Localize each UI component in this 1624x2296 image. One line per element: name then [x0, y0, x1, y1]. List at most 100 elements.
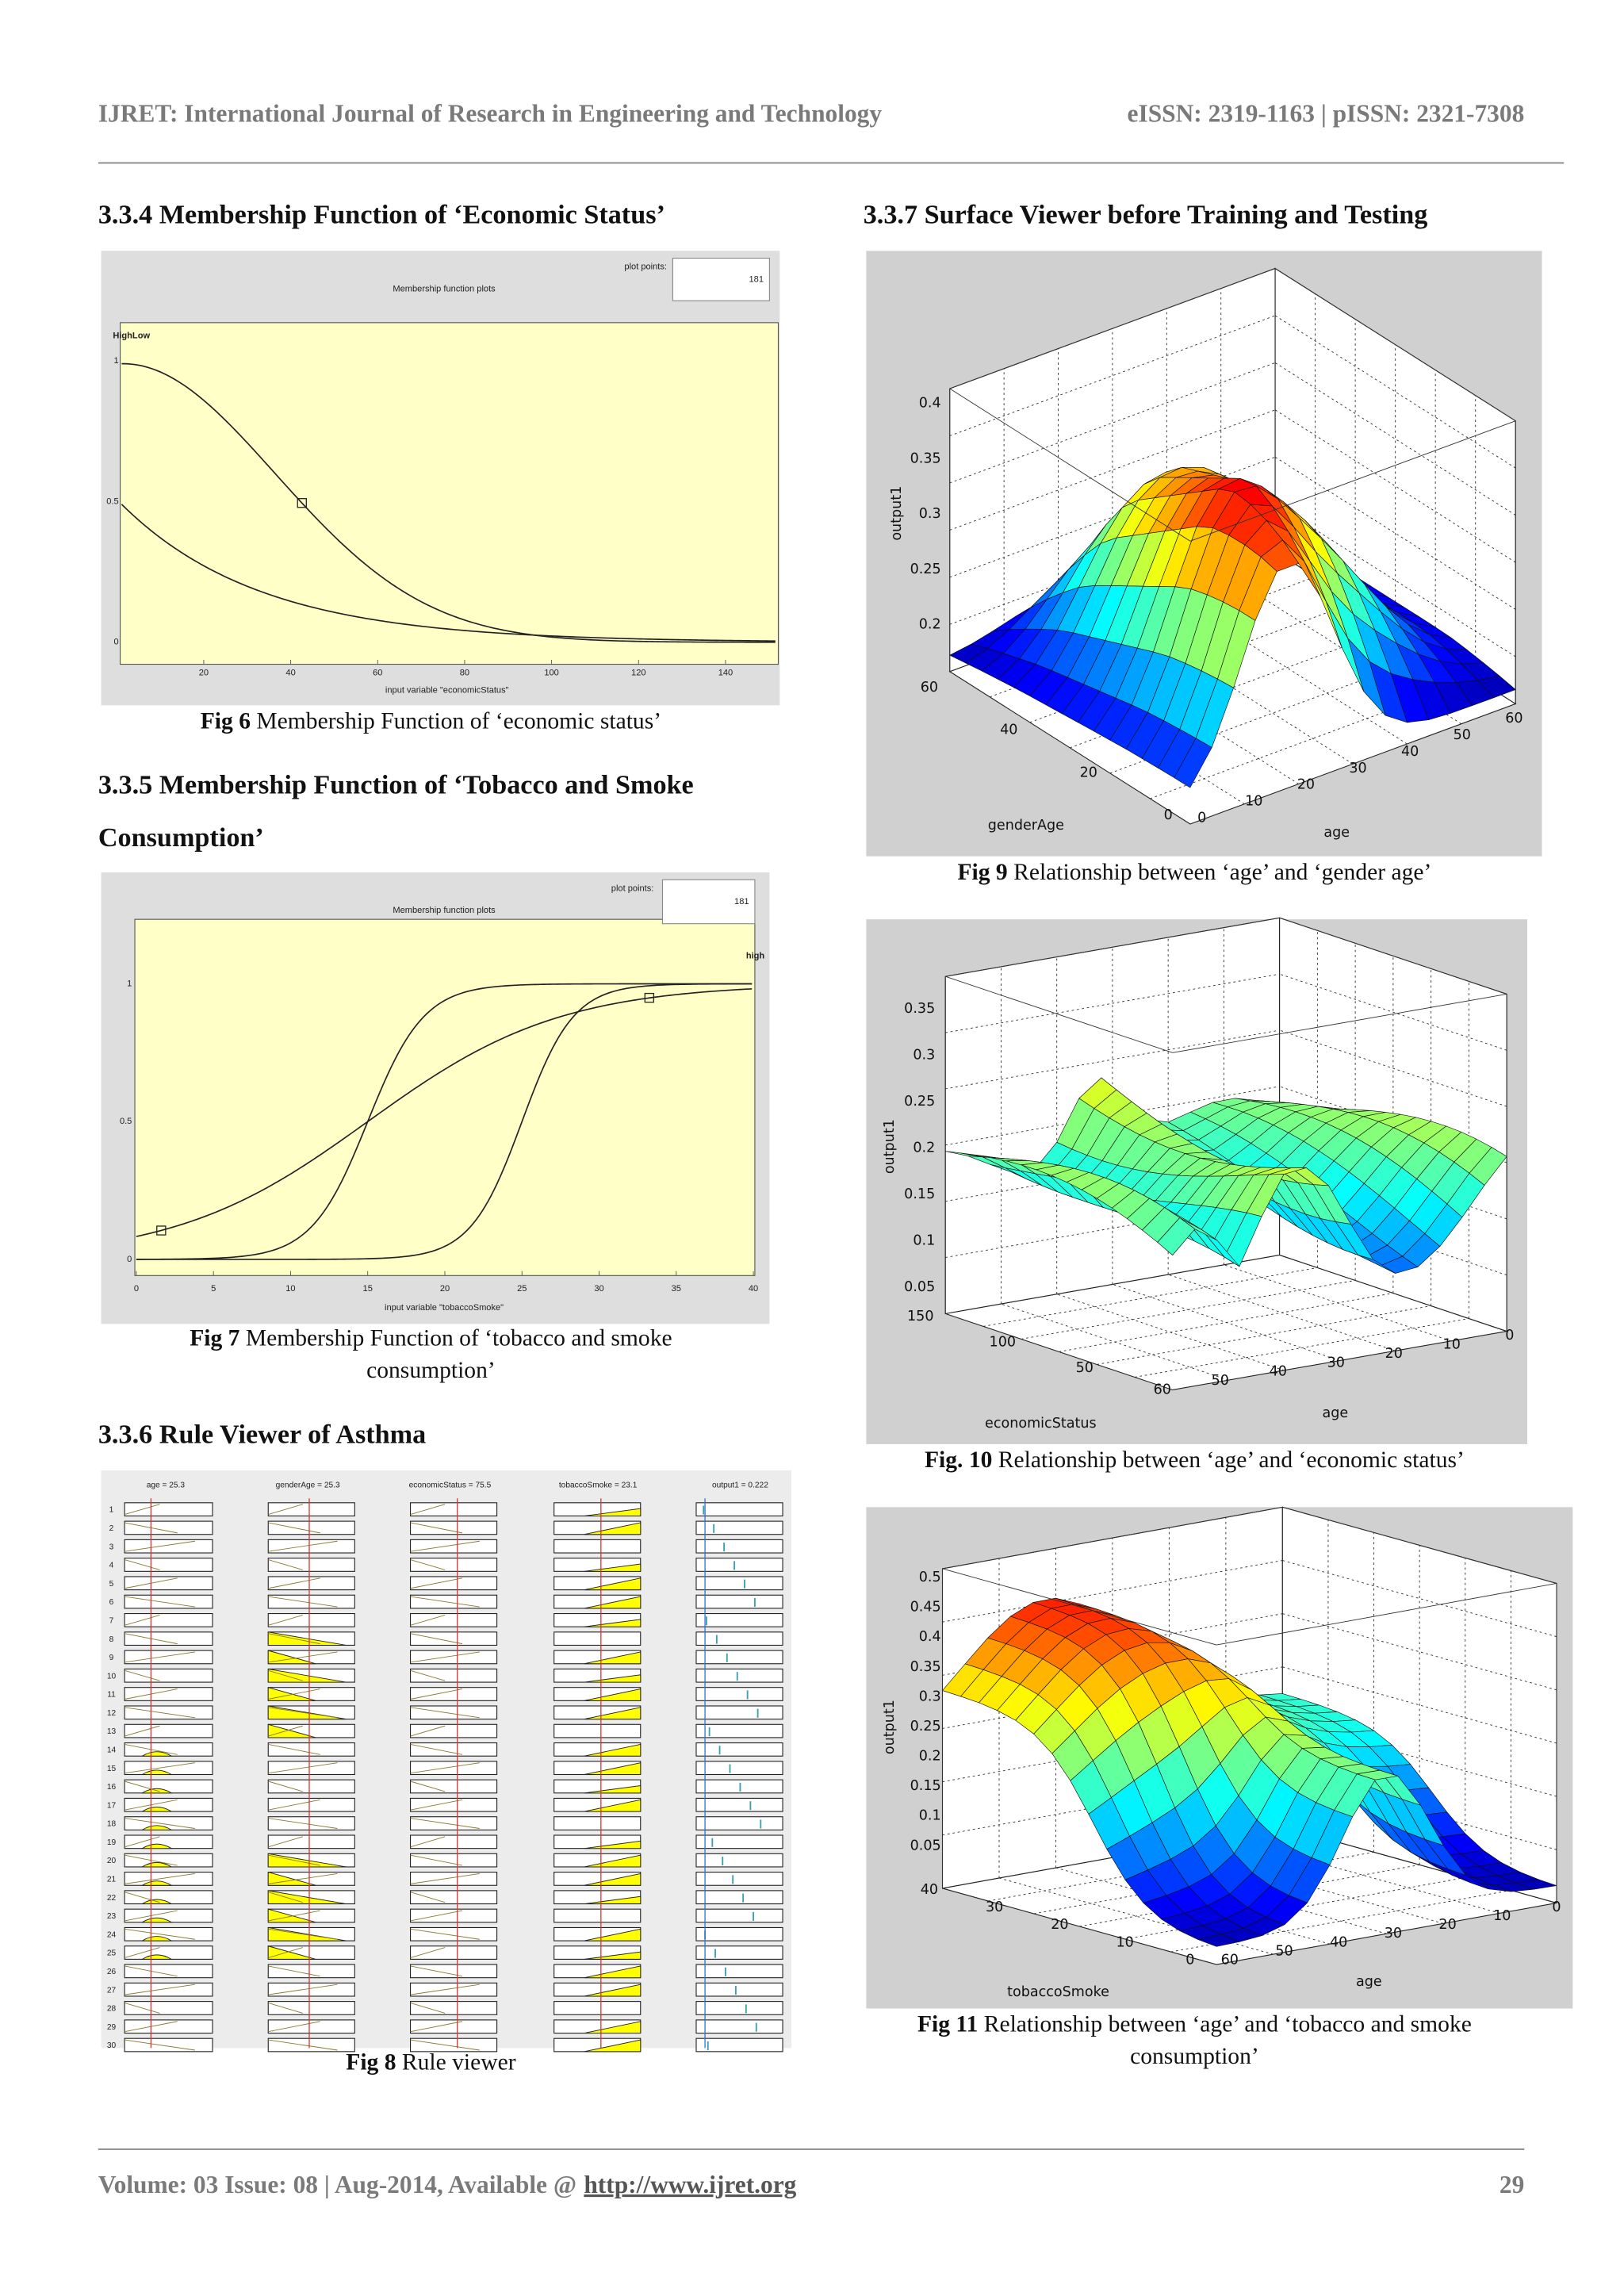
grid-line — [1055, 1867, 1331, 1945]
rule-number: 27 — [107, 1986, 117, 1995]
rule-number: 28 — [107, 2005, 117, 2014]
x-tick-label: 20 — [1438, 1917, 1456, 1933]
rule-fill — [584, 1674, 642, 1683]
input-header: genderAge = 25.3 — [276, 1481, 340, 1489]
y-tick-label: 0 — [1185, 1953, 1194, 1968]
rule-shape — [410, 1540, 480, 1552]
rule-fill — [584, 1596, 642, 1609]
rule-fill — [267, 1723, 316, 1738]
x-tick-label: 20 — [1297, 777, 1315, 793]
rule-cell — [124, 1650, 213, 1665]
input-header: output1 = 0.222 — [712, 1481, 768, 1489]
x-tick-label: 60 — [1505, 711, 1522, 726]
rule-fill — [140, 1861, 173, 1868]
rule-shape — [268, 1725, 304, 1737]
rule-fill — [584, 1743, 642, 1757]
y-tick-label: 20 — [1080, 765, 1097, 780]
rule-fill — [584, 1854, 642, 1868]
rule-number: 20 — [107, 1857, 117, 1865]
box-edge — [942, 1568, 1217, 1646]
rule-cell — [409, 1539, 498, 1554]
input-header: age = 25.3 — [147, 1481, 186, 1489]
box-edge — [1216, 1583, 1557, 1646]
rule-shape — [268, 1540, 338, 1552]
rule-shape — [410, 1965, 463, 1977]
rule-cell — [695, 1797, 783, 1812]
surface-patch — [1174, 738, 1212, 788]
rule-cell — [409, 1890, 498, 1905]
x-tick-label: 15 — [363, 1284, 373, 1294]
rule-shape — [410, 1559, 446, 1570]
z-axis-label: output1 — [882, 1700, 898, 1754]
x-tick-label: 140 — [718, 669, 733, 678]
x-tick-label: 30 — [1385, 1926, 1402, 1941]
rule-cell — [695, 2037, 783, 2053]
rule-cell — [267, 1779, 355, 1794]
grid-line — [1097, 1305, 1431, 1365]
rule-shape — [268, 1928, 338, 1940]
x-tick-label: 50 — [1212, 1373, 1229, 1389]
rule-cell — [409, 1964, 498, 1979]
rule-fill — [584, 1522, 642, 1535]
z-tick-label: 0.3 — [913, 1047, 935, 1063]
rule-cell — [695, 1668, 783, 1683]
rule-cell — [695, 1502, 783, 1516]
rule-shape — [268, 1688, 320, 1700]
rule-shape — [124, 1614, 160, 1626]
rule-fill — [140, 1917, 173, 1923]
plot-points-value: 181 — [749, 274, 764, 284]
caption-label: Fig 6 — [201, 708, 251, 734]
x-tick-label: 30 — [594, 1284, 603, 1294]
grid-line — [1279, 1029, 1507, 1107]
mf-curve — [121, 362, 776, 643]
issn: eISSN: 2319-1163 | pISSN: 2321-7308 — [1128, 99, 1525, 127]
z-tick-label: 0.25 — [910, 1719, 941, 1734]
figure-caption: Fig. 10 Relationship between ‘age’ and ‘e… — [925, 1447, 1465, 1473]
footer-link[interactable]: http://www.ijret.org — [584, 2171, 796, 2198]
rule-shape — [268, 1651, 338, 1663]
box-edge — [1282, 1506, 1557, 1584]
rule-cell — [695, 1576, 783, 1591]
mf-label: high — [746, 951, 765, 960]
rule-shape — [268, 1984, 338, 1995]
x-tick-label: 35 — [672, 1284, 681, 1294]
rule-cell — [695, 1964, 783, 1979]
rule-cell — [695, 1594, 783, 1609]
rule-shape — [410, 1669, 446, 1681]
rule-number: 4 — [109, 1562, 114, 1570]
rule-fill — [584, 2021, 642, 2034]
rule-shape — [268, 1818, 338, 1829]
grid-line — [982, 1267, 1318, 1327]
x-tick-label: 60 — [1221, 1953, 1239, 1968]
rule-cell — [695, 1631, 783, 1646]
rule-number: 19 — [107, 1838, 117, 1847]
rule-number: 10 — [107, 1672, 117, 1681]
rule-shape — [124, 2039, 195, 2051]
rule-shape — [124, 1836, 160, 1848]
x-tick-label: 50 — [1275, 1943, 1293, 1959]
rule-cell — [695, 1926, 783, 1941]
rule-number: 21 — [107, 1876, 117, 1884]
rule-fill — [584, 1928, 642, 1941]
grid-line — [945, 1029, 1280, 1090]
rule-shape — [268, 1596, 338, 1608]
rule-cell — [409, 1908, 498, 1923]
rule-cell — [267, 2019, 355, 2034]
x-tick-label: 40 — [1330, 1934, 1347, 1950]
rule-cell — [267, 1742, 355, 1757]
grid-line — [1168, 1274, 1396, 1351]
rule-shape — [124, 1559, 160, 1570]
rule-cell — [267, 1816, 355, 1830]
rule-fill — [584, 1563, 642, 1572]
rule-cell — [267, 1982, 355, 1997]
rule-number: 11 — [107, 1691, 116, 1700]
rule-shape — [410, 1836, 446, 1848]
rule-number: 30 — [107, 2041, 117, 2050]
rule-cell — [553, 1539, 642, 1554]
figure-caption: Fig 11 Relationship between ‘age’ and ‘to… — [917, 2011, 1472, 2037]
y-axis-label: genderAge — [988, 818, 1064, 834]
rule-fill — [584, 1984, 642, 1997]
rule-cell — [267, 1761, 355, 1776]
rule-shape — [268, 1577, 320, 1589]
rule-shape — [410, 1928, 480, 1940]
